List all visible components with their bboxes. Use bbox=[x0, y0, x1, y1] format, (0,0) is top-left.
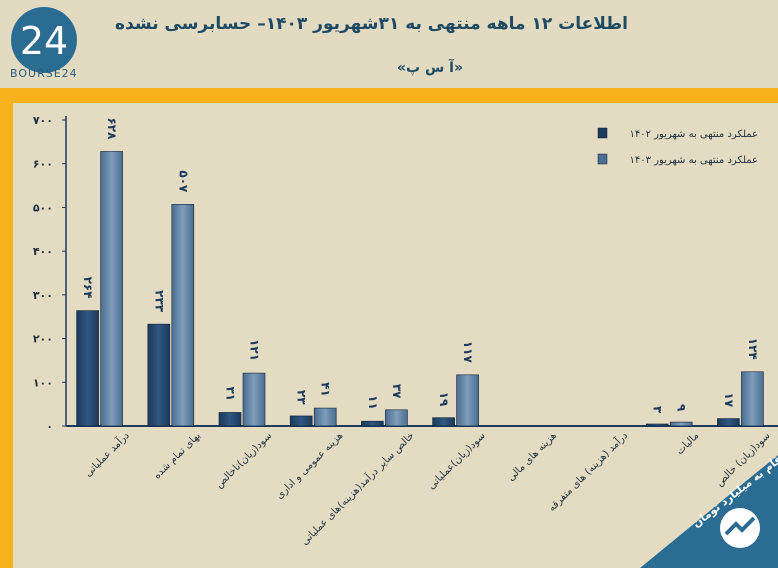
y-tick-label: ۴۰۰ bbox=[33, 245, 53, 258]
category-label: سود(زیان)عملیاتی bbox=[426, 430, 488, 492]
category-label: سود(زیان)ناخالص bbox=[214, 430, 274, 490]
data-label: ۲۳۳ bbox=[152, 290, 166, 313]
y-tick-label: ۲۰۰ bbox=[33, 333, 53, 346]
data-label: ۱۲۴ bbox=[746, 338, 760, 360]
bar-1403 bbox=[669, 421, 693, 427]
bar-1403 bbox=[741, 371, 764, 427]
bourse24-logo: 24 bbox=[11, 7, 77, 73]
logo-circle bbox=[11, 7, 77, 73]
legend-label: عملکرد منتهی به شهریور ۱۴۰۳ bbox=[629, 155, 758, 166]
bar-1402 bbox=[218, 412, 242, 427]
bar-1403 bbox=[242, 372, 266, 427]
logo-text: BOURSE24 bbox=[10, 67, 78, 80]
category-label: درآمد (هزینه) های متفرقه bbox=[545, 429, 630, 514]
data-label: ۱۷ bbox=[722, 393, 736, 408]
bar-1402 bbox=[76, 310, 99, 427]
category-label: خالص سایر درآمد(هزینه)های عملیاتی bbox=[298, 429, 417, 548]
data-label: ۱۱۷ bbox=[461, 341, 475, 364]
category-label: مالیات bbox=[674, 430, 701, 457]
data-label: ۳۷ bbox=[390, 384, 404, 399]
bar-1402 bbox=[432, 417, 455, 427]
legend-swatch bbox=[597, 153, 608, 165]
category-label: درآمد عملیاتی bbox=[81, 429, 131, 479]
y-tick-label: ۳۰۰ bbox=[33, 289, 53, 302]
y-tick-label: ۷۰۰ bbox=[33, 114, 53, 127]
y-tick-label: ۶۰۰ bbox=[33, 158, 53, 171]
bar-1402 bbox=[147, 323, 171, 427]
chart-frame: ۰ ۱۰۰ ۲۰۰ ۳۰۰ ۴۰۰ ۵۰۰ ۶۰۰ ۷۰۰ ۲۶۴ ۶۲۸ درآمد عملیات… bbox=[0, 88, 778, 568]
chart-panel: ۰ ۱۰۰ ۲۰۰ ۳۰۰ ۴۰۰ ۵۰۰ ۶۰۰ ۷۰۰ ۲۶۴ ۶۲۸ درآمد عملیات… bbox=[13, 103, 778, 568]
data-label: ۴۱ bbox=[319, 382, 333, 397]
bar-1403 bbox=[100, 151, 123, 427]
header: 24 BOURSE24 اطلاعات ۱۲ ماهه منتهی به ۳۱ش… bbox=[0, 0, 778, 88]
data-label: ۳۱ bbox=[224, 386, 238, 401]
bar-chart: ۰ ۱۰۰ ۲۰۰ ۳۰۰ ۴۰۰ ۵۰۰ ۶۰۰ ۷۰۰ ۲۶۴ ۶۲۸ درآمد عملیات… bbox=[33, 114, 778, 548]
logo-mark: 24 bbox=[20, 19, 68, 63]
bar-1402 bbox=[289, 415, 313, 427]
data-label: ۳ bbox=[651, 406, 665, 414]
data-label: ۲۳ bbox=[295, 390, 309, 405]
bar-1402 bbox=[361, 420, 384, 427]
bar-1403 bbox=[385, 409, 408, 427]
legend-label: عملکرد منتهی به شهریور ۱۴۰۲ bbox=[629, 129, 758, 140]
data-label: ۱۲۱ bbox=[248, 339, 262, 361]
bar-1403 bbox=[171, 204, 195, 427]
category-label: بهای تمام شده bbox=[152, 430, 203, 481]
data-label: ۵۰۷ bbox=[176, 170, 190, 193]
y-tick-label: ۱۰۰ bbox=[33, 376, 53, 389]
data-label: ۲۶۴ bbox=[81, 277, 95, 299]
bar-1403 bbox=[313, 407, 337, 427]
bar-1402 bbox=[717, 418, 740, 427]
category-label: هزینه های مالی bbox=[506, 430, 559, 483]
data-label: ۶۲۸ bbox=[105, 117, 119, 140]
data-label: ۱۹ bbox=[437, 392, 451, 407]
y-tick-label: ۰ bbox=[46, 420, 53, 433]
legend-swatch bbox=[597, 127, 608, 139]
bar-1403 bbox=[456, 374, 479, 427]
page-title: اطلاعات ۱۲ ماهه منتهی به ۳۱شهریور ۱۴۰۳– … bbox=[115, 14, 628, 34]
y-tick-label: ۵۰۰ bbox=[33, 201, 53, 214]
category-label: هزینه عمومی و اداری bbox=[274, 430, 345, 501]
company-name: «آ س پ» bbox=[396, 60, 464, 76]
bar-1402 bbox=[645, 423, 669, 427]
data-label: ۱۱ bbox=[366, 395, 380, 410]
data-label: ۹ bbox=[675, 404, 689, 412]
